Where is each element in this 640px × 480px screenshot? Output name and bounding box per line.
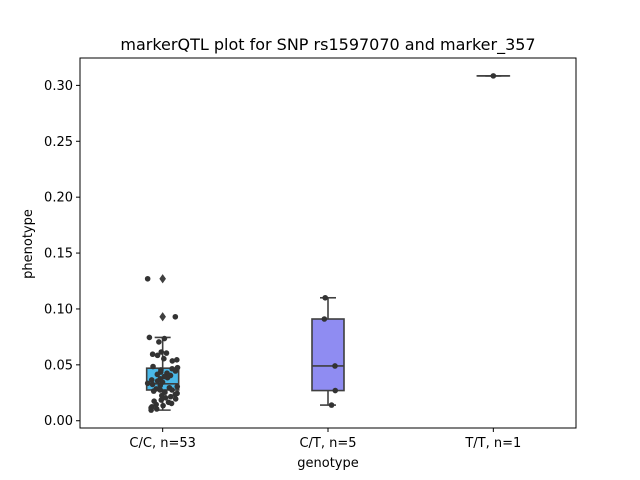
- data-point: [321, 316, 328, 322]
- data-point: [172, 368, 179, 374]
- data-point: [322, 294, 329, 301]
- data-point: [161, 335, 168, 342]
- data-point: [154, 371, 161, 378]
- plot-area: 0.00 0.05 0.10 0.15 0.20 0.25 0.30 C/C, n=53 C/T…: [44, 57, 577, 451]
- data-point: [332, 387, 339, 394]
- data-point: [157, 382, 164, 389]
- data-point: [153, 401, 159, 408]
- y-tick-label: 0.05: [44, 358, 73, 373]
- data-point: [150, 388, 157, 394]
- data-point: [167, 393, 174, 400]
- data-point: [148, 377, 155, 383]
- chart-title: markerQTL plot for SNP rs1597070 and mar…: [120, 35, 535, 55]
- y-tick-label: 0.25: [44, 135, 73, 150]
- data-point: [168, 400, 175, 407]
- data-point: [154, 352, 161, 359]
- y-tick-label: 0.00: [44, 414, 73, 429]
- data-point: [172, 313, 179, 320]
- data-point: [332, 363, 338, 369]
- data-point: [169, 387, 175, 393]
- data-point: [146, 334, 153, 341]
- data-point: [174, 383, 181, 390]
- data-point: [490, 73, 497, 79]
- data-point: [144, 380, 151, 387]
- x-tick-label: T/T, n=1: [464, 436, 521, 451]
- axes-frame: [79, 57, 577, 429]
- y-axis-label: phenotype: [21, 209, 36, 279]
- y-tick-label: 0.15: [44, 247, 73, 262]
- data-point: [158, 349, 165, 355]
- data-point: [328, 402, 335, 408]
- data-point: [161, 355, 167, 362]
- data-point: [164, 374, 171, 381]
- y-tick-label: 0.10: [44, 302, 73, 317]
- y-tick-label: 0.20: [44, 191, 73, 206]
- data-point: [172, 396, 179, 402]
- data-point: [174, 357, 180, 363]
- data-point: [163, 350, 170, 356]
- data-point: [149, 351, 156, 358]
- box: [311, 318, 345, 392]
- y-tick-label: 0.30: [44, 79, 73, 94]
- data-point: [149, 381, 156, 388]
- data-point: [160, 402, 166, 409]
- x-tick-label: C/T, n=5: [299, 436, 356, 451]
- outlier-marker: [159, 274, 166, 284]
- data-point: [144, 275, 151, 282]
- data-point: [169, 358, 176, 364]
- data-point: [162, 395, 169, 401]
- data-point: [158, 397, 165, 403]
- data-point: [148, 407, 154, 413]
- data-point: [172, 391, 179, 398]
- outlier-marker: [159, 312, 166, 322]
- data-point: [153, 406, 160, 412]
- data-point: [157, 387, 164, 393]
- data-point: [150, 363, 156, 370]
- data-point: [156, 339, 162, 345]
- data-point: [154, 378, 161, 384]
- x-axis-label: genotype: [297, 456, 358, 471]
- x-tick-label: C/C, n=53: [129, 436, 195, 451]
